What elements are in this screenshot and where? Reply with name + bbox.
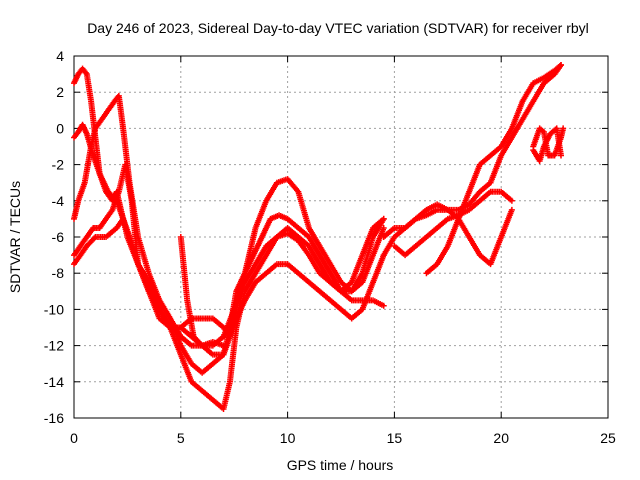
y-tick-label: -6 xyxy=(52,229,65,245)
x-axis-label: GPS time / hours xyxy=(287,457,394,473)
data-point xyxy=(558,62,565,69)
y-tick-label: 4 xyxy=(56,48,64,64)
series-track-4 xyxy=(71,92,387,349)
series-track-12 xyxy=(530,125,565,164)
y-tick-label: 2 xyxy=(56,84,64,100)
data-point xyxy=(380,302,387,309)
data-point xyxy=(560,125,567,132)
x-tick-label: 5 xyxy=(177,430,185,446)
data-point xyxy=(380,224,387,231)
y-tick-label: -4 xyxy=(52,193,65,209)
y-tick-label: 0 xyxy=(56,120,64,136)
y-tick-label: -2 xyxy=(52,157,65,173)
series-track-8 xyxy=(380,201,515,268)
x-tick-label: 20 xyxy=(493,430,509,446)
series-track-9 xyxy=(391,188,515,259)
x-tick-label: 10 xyxy=(280,430,296,446)
x-tick-label: 15 xyxy=(387,430,403,446)
y-axis-label: SDTVAR / TECUs xyxy=(7,181,23,293)
y-tick-label: -12 xyxy=(44,338,64,354)
chart-title: Day 246 of 2023, Sidereal Day-to-day VTE… xyxy=(87,20,589,36)
data-point xyxy=(380,215,387,222)
series-track-6 xyxy=(177,234,227,349)
data-series xyxy=(71,62,567,412)
x-tick-label: 0 xyxy=(70,430,78,446)
data-point xyxy=(558,152,565,159)
y-tick-label: -10 xyxy=(44,301,64,317)
data-point xyxy=(220,342,227,349)
series-track-10 xyxy=(423,62,565,277)
y-tick-label: -8 xyxy=(52,265,65,281)
data-point xyxy=(508,206,515,213)
y-tick-label: -14 xyxy=(44,374,64,390)
x-tick-label: 25 xyxy=(600,430,616,446)
data-point xyxy=(508,197,515,204)
y-tick-label: -16 xyxy=(44,410,64,426)
